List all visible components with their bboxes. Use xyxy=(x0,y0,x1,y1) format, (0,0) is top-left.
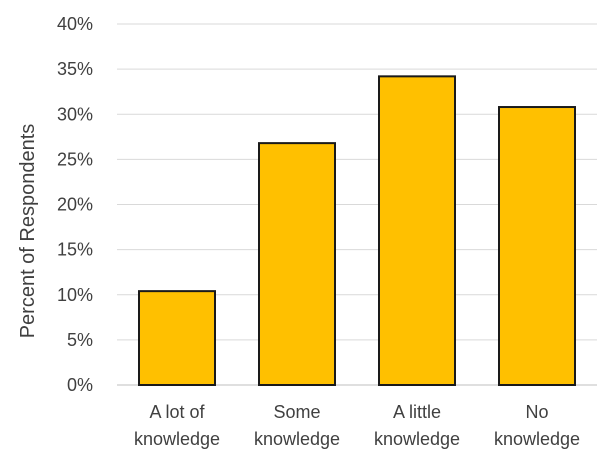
x-category-label: knowledge xyxy=(254,429,340,449)
y-tick-label: 35% xyxy=(57,59,93,79)
y-tick-label: 0% xyxy=(67,375,93,395)
y-tick-label: 30% xyxy=(57,104,93,124)
bar xyxy=(258,142,336,386)
x-category-label: A little xyxy=(393,402,441,422)
x-category-label: knowledge xyxy=(374,429,460,449)
x-axis-labels: A lot of knowledge Some knowledge A little kn… xyxy=(134,402,580,449)
x-category-label: Some xyxy=(273,402,320,422)
x-category-label: A lot of xyxy=(149,402,205,422)
y-tick-label: 20% xyxy=(57,195,93,215)
bar xyxy=(498,106,576,386)
y-tick-label: 5% xyxy=(67,330,93,350)
y-tick-label: 25% xyxy=(57,149,93,169)
bar xyxy=(138,290,216,387)
y-tick-label: 40% xyxy=(57,14,93,34)
y-axis-ticks: 0% 5% 10% 15% 20% 25% 30% 35% 40% xyxy=(57,14,93,395)
y-tick-label: 10% xyxy=(57,285,93,305)
x-category-label: knowledge xyxy=(134,429,220,449)
x-category-label: No xyxy=(525,402,548,422)
bar xyxy=(378,75,456,386)
bars xyxy=(138,75,576,387)
y-tick-label: 15% xyxy=(57,240,93,260)
x-category-label: knowledge xyxy=(494,429,580,449)
y-axis-title: Percent of Respondents xyxy=(17,124,39,339)
